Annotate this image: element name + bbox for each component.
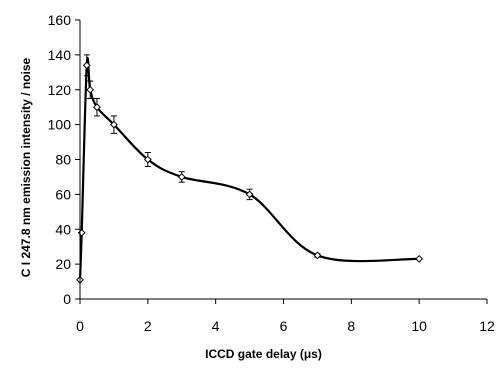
data-point [415, 254, 424, 263]
y-tick-label: 140 [48, 47, 72, 63]
y-tick-label: 160 [48, 12, 72, 28]
data-point [93, 103, 101, 112]
y-tick-label: 120 [48, 82, 72, 98]
data-markers [76, 61, 424, 284]
y-tick-label: 60 [55, 186, 71, 202]
y-tick-label: 0 [63, 291, 71, 307]
error-bars [83, 54, 321, 258]
x-tick-label: 6 [280, 318, 288, 334]
data-point [313, 251, 322, 260]
x-axis-ticks: 0 2 4 6 8 10 12 [76, 299, 495, 334]
data-point [77, 228, 86, 237]
data-point [143, 155, 152, 164]
x-tick-label: 2 [144, 318, 152, 334]
x-axis-label: ICCD gate delay (μs) [205, 347, 322, 361]
y-axis-label: C I 247.8 nm emission intensity / noise [19, 57, 33, 277]
series-curve [78, 56, 420, 280]
x-tick-label: 0 [76, 318, 84, 334]
data-point [177, 173, 186, 181]
x-tick-label: 8 [347, 318, 355, 334]
x-tick-label: 10 [411, 318, 427, 334]
data-point [110, 120, 118, 129]
x-tick-label: 4 [212, 318, 220, 334]
data-point [245, 190, 254, 199]
y-axis-ticks: 0 20 40 60 80 100 120 140 160 [48, 12, 80, 307]
data-point [86, 85, 95, 94]
y-tick-label: 80 [55, 152, 71, 168]
y-tick-label: 40 [55, 221, 71, 237]
y-tick-label: 20 [55, 256, 71, 272]
x-tick-label: 12 [479, 318, 495, 334]
y-tick-label: 100 [48, 117, 72, 133]
data-point [82, 61, 91, 70]
